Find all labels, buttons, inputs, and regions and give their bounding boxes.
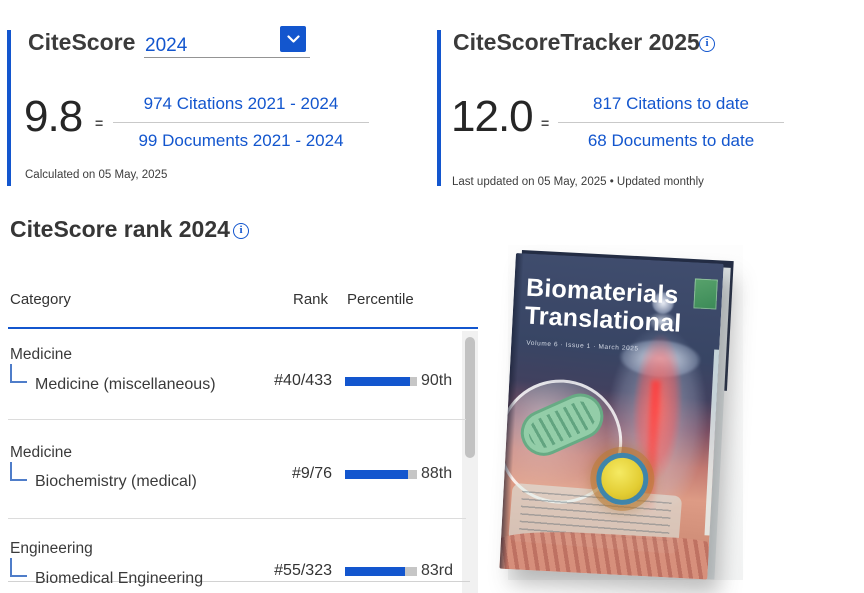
cover-title: Biomaterials Translational (524, 274, 684, 338)
percentile-bar (345, 377, 417, 386)
card-accent-bar (437, 30, 441, 186)
info-icon[interactable]: i (699, 36, 715, 52)
citescore-fraction: 974 Citations 2021 - 2024 99 Documents 2… (113, 88, 369, 151)
citescore-year-dropdown[interactable]: 2024 (145, 35, 188, 56)
subcategory-connector (10, 462, 27, 481)
citations-to-date-link[interactable]: 817 Citations to date (593, 94, 749, 113)
year-dropdown-button[interactable] (280, 26, 306, 52)
percentile-bar-fill (345, 377, 410, 386)
info-icon[interactable]: i (233, 223, 249, 239)
parent-category: Medicine (10, 444, 73, 461)
column-header-category: Category (10, 291, 71, 308)
citescore-card: CiteScore 2024 9.8 = 974 Citations 2021 … (7, 26, 429, 194)
subcategory: Biomedical Engineering (35, 570, 204, 587)
citescore-footnote: Calculated on 05 May, 2025 (25, 169, 168, 181)
citescore-tracker-card: CiteScoreTracker 2025 i 12.0 = 817 Citat… (437, 26, 859, 194)
percentile-bar (345, 470, 417, 479)
table-header-rule (8, 327, 478, 329)
subcategory: Biochemistry (medical) (35, 473, 197, 490)
percentile-value: 83rd (421, 562, 454, 579)
equals-sign: = (95, 115, 104, 131)
row-divider (8, 419, 466, 420)
tracker-title: CiteScoreTracker 2025 (453, 29, 700, 55)
percentile-value: 90th (421, 372, 453, 389)
journal-cover: Biomaterials Translational Volume 6 · Is… (499, 245, 743, 580)
tracker-fraction: 817 Citations to date 68 Documents to da… (558, 88, 784, 151)
citescore-title: CiteScore (28, 29, 136, 55)
subcategory-connector (10, 558, 27, 577)
parent-category: Engineering (10, 540, 93, 557)
citations-link[interactable]: 974 Citations 2021 - 2024 (143, 94, 339, 113)
tracker-footnote: Last updated on 05 May, 2025 • Updated m… (452, 176, 704, 188)
publisher-logo-icon (693, 278, 718, 310)
subcategory-connector (10, 364, 27, 383)
citescore-value: 9.8 (24, 92, 83, 141)
column-header-rank: Rank (293, 291, 329, 308)
table-bottom-edge (8, 581, 470, 582)
percentile-bar-fill (345, 567, 405, 576)
percentile-bar-fill (345, 470, 409, 479)
chevron-down-icon (286, 34, 300, 44)
column-header-percentile: Percentile (347, 291, 414, 308)
rank-table: Medicine Medicine (miscellaneous) #40/43… (0, 331, 482, 593)
rank-value: #55/323 (274, 562, 332, 579)
scrollbar-thumb[interactable] (465, 337, 475, 458)
rank-section-title: CiteScore rank 2024 (10, 216, 230, 242)
tracker-value: 12.0 (451, 92, 534, 141)
documents-to-date-link[interactable]: 68 Documents to date (558, 122, 784, 151)
year-dropdown-underline (144, 57, 310, 58)
row-divider (8, 518, 466, 519)
documents-link[interactable]: 99 Documents 2021 - 2024 (113, 122, 369, 151)
subcategory: Medicine (miscellaneous) (35, 376, 216, 393)
equals-sign: = (541, 115, 550, 131)
rank-value: #40/433 (274, 372, 332, 389)
percentile-bar (345, 567, 417, 576)
percentile-value: 88th (421, 465, 453, 482)
book-front-cover: Biomaterials Translational Volume 6 · Is… (499, 253, 724, 580)
rank-value: #9/76 (291, 465, 332, 482)
parent-category: Medicine (10, 346, 73, 363)
card-accent-bar (7, 30, 11, 186)
